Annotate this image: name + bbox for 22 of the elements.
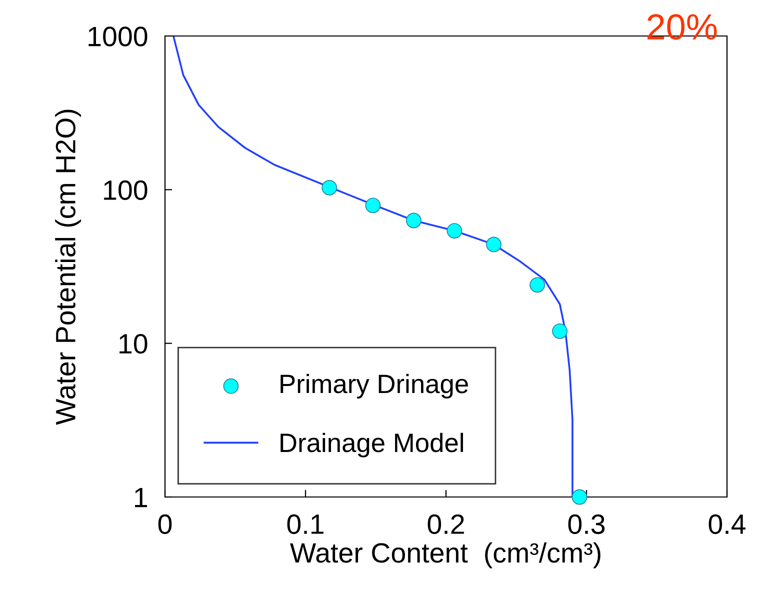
- point: [486, 236, 502, 252]
- y-axis-title: Water Potential (cm H2O): [55, 110, 81, 425]
- legend-label: Drainage Model: [280, 432, 463, 458]
- point: [406, 212, 422, 228]
- point: [572, 489, 588, 505]
- x-tick-label: 0.4: [708, 514, 746, 534]
- point: [322, 180, 338, 196]
- legend-label: Primary Drinage: [280, 374, 468, 399]
- y-tick-label: 100: [104, 180, 148, 200]
- y-tick-label: 10: [120, 334, 148, 354]
- x-tick-label: 0.3: [568, 514, 605, 534]
- x-tick-label: 0: [158, 514, 172, 534]
- x-axis-title: Water Content (cm³/cm³): [290, 542, 600, 568]
- x-tick-label: 0.1: [287, 514, 324, 534]
- point: [446, 223, 462, 238]
- y-tick-label: 1000: [88, 26, 148, 46]
- point: [552, 323, 568, 339]
- y-tick-label: 1: [135, 488, 147, 508]
- annotation: 20%: [648, 14, 717, 40]
- x-tick-label: 0.2: [428, 514, 464, 534]
- point: [530, 277, 546, 293]
- point: [365, 198, 381, 214]
